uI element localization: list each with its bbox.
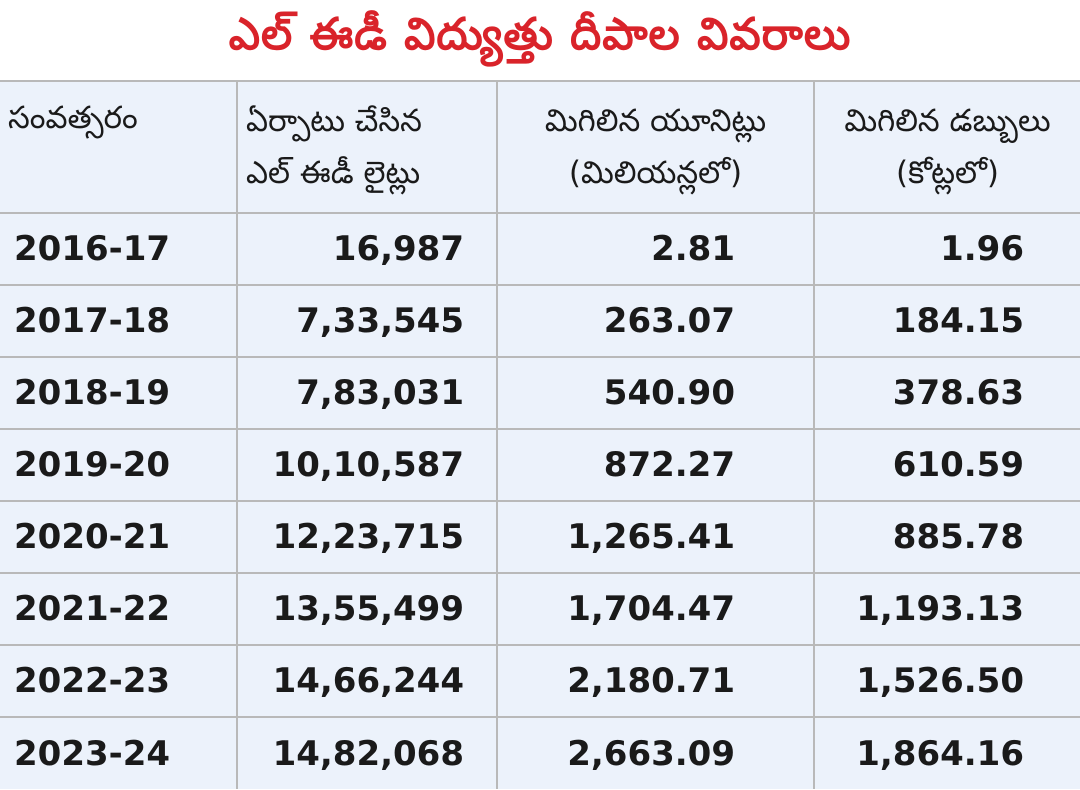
table-row: 2019-20 10,10,587 872.27 610.59 (0, 428, 1080, 502)
cell-lights: 10,10,587 (236, 428, 498, 502)
led-data-table: సంవత్సరం ఏర్పాటు చేసిన ఎల్ ఈడీ లైట్లు మి… (0, 80, 1080, 789)
header-year: సంవత్సరం (0, 80, 238, 214)
cell-lights: 13,55,499 (236, 572, 498, 646)
header-money: మిగిలిన డబ్బులు (కోట్లలో) (813, 80, 1080, 214)
table-row: 2023-24 14,82,068 2,663.09 1,864.16 (0, 716, 1080, 789)
cell-year: 2016-17 (0, 212, 238, 286)
cell-lights: 16,987 (236, 212, 498, 286)
header-lights-line2: ఎల్ ఈడీ లైట్లు (246, 155, 421, 191)
cell-money: 610.59 (813, 428, 1080, 502)
cell-lights: 14,66,244 (236, 644, 498, 718)
cell-units: 2,663.09 (496, 716, 815, 789)
cell-units: 2.81 (496, 212, 815, 286)
cell-units: 2,180.71 (496, 644, 815, 718)
cell-units: 263.07 (496, 284, 815, 358)
cell-money: 1,193.13 (813, 572, 1080, 646)
cell-year: 2017-18 (0, 284, 238, 358)
header-money-line1: మిగిలిన డబ్బులు (844, 103, 1051, 139)
cell-units: 540.90 (496, 356, 815, 430)
header-units-line2: (మిలియన్లలో) (568, 155, 743, 191)
header-year-label: సంవత్సరం (8, 100, 138, 136)
cell-year: 2020-21 (0, 500, 238, 574)
header-row: సంవత్సరం ఏర్పాటు చేసిన ఎల్ ఈడీ లైట్లు మి… (0, 80, 1080, 214)
header-lights: ఏర్పాటు చేసిన ఎల్ ఈడీ లైట్లు (236, 80, 498, 214)
table-row: 2016-17 16,987 2.81 1.96 (0, 212, 1080, 286)
table-row: 2022-23 14,66,244 2,180.71 1,526.50 (0, 644, 1080, 718)
cell-year: 2023-24 (0, 716, 238, 789)
table-row: 2021-22 13,55,499 1,704.47 1,193.13 (0, 572, 1080, 646)
table-row: 2018-19 7,83,031 540.90 378.63 (0, 356, 1080, 430)
cell-year: 2022-23 (0, 644, 238, 718)
table-row: 2017-18 7,33,545 263.07 184.15 (0, 284, 1080, 358)
page-title: ఎల్ ఈడీ విద్యుత్తు దీపాల వివరాలు (228, 9, 852, 60)
cell-year: 2019-20 (0, 428, 238, 502)
cell-units: 872.27 (496, 428, 815, 502)
table-row: 2020-21 12,23,715 1,265.41 885.78 (0, 500, 1080, 574)
header-money-line2: (కోట్లలో) (896, 155, 999, 191)
cell-lights: 14,82,068 (236, 716, 498, 789)
cell-money: 184.15 (813, 284, 1080, 358)
cell-money: 885.78 (813, 500, 1080, 574)
cell-money: 1,864.16 (813, 716, 1080, 789)
header-units-line1: మిగిలిన యూనిట్లు (544, 103, 767, 139)
cell-lights: 7,33,545 (236, 284, 498, 358)
cell-money: 378.63 (813, 356, 1080, 430)
cell-lights: 12,23,715 (236, 500, 498, 574)
cell-year: 2021-22 (0, 572, 238, 646)
cell-year: 2018-19 (0, 356, 238, 430)
cell-money: 1.96 (813, 212, 1080, 286)
header-units: మిగిలిన యూనిట్లు (మిలియన్లలో) (496, 80, 815, 214)
title-bar: ఎల్ ఈడీ విద్యుత్తు దీపాల వివరాలు (0, 0, 1080, 80)
cell-lights: 7,83,031 (236, 356, 498, 430)
cell-money: 1,526.50 (813, 644, 1080, 718)
cell-units: 1,704.47 (496, 572, 815, 646)
cell-units: 1,265.41 (496, 500, 815, 574)
header-lights-line1: ఏర్పాటు చేసిన (246, 103, 422, 139)
